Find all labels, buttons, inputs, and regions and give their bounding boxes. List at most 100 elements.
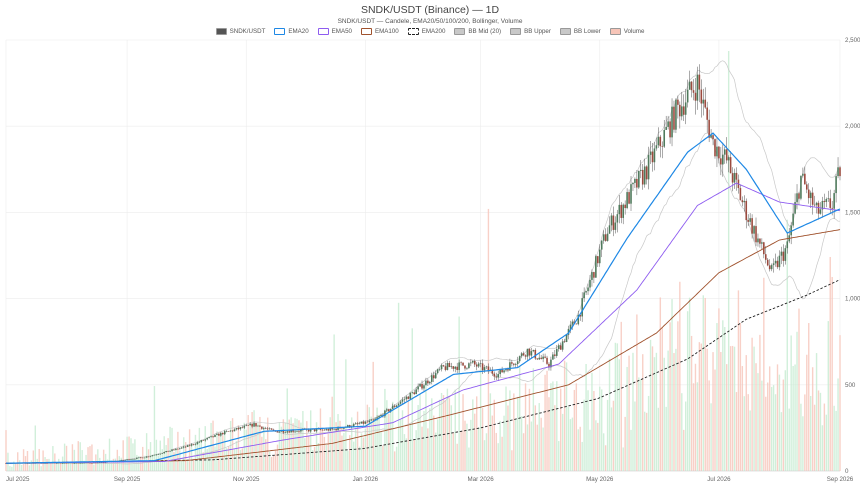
volume-bar (153, 386, 156, 471)
volume-bar (776, 364, 779, 471)
volume-bar (507, 405, 509, 471)
volume-bar (317, 442, 320, 471)
candle-body (362, 421, 365, 424)
candle-body (206, 438, 208, 440)
candle-body (757, 238, 759, 243)
volume-bar (444, 400, 447, 471)
candle-body (171, 449, 173, 451)
candle-body (659, 136, 662, 147)
legend-item[interactable]: Volume (609, 28, 645, 35)
volume-bar (706, 348, 708, 471)
volume-bar (372, 361, 374, 471)
volume-bar (759, 334, 761, 471)
candle-body (329, 428, 332, 431)
volume-bar (657, 407, 660, 471)
volume-bar (22, 449, 25, 471)
volume-bar (40, 466, 42, 471)
volume-bar (763, 277, 765, 471)
volume-bar (386, 400, 388, 471)
volume-bar (821, 425, 824, 471)
candle-body (235, 427, 238, 430)
candle-body (368, 420, 371, 423)
candle-body (739, 188, 742, 201)
candle-body (604, 234, 607, 241)
volume-bar (294, 418, 296, 471)
candle-body (661, 146, 664, 147)
candle-body (794, 202, 796, 214)
volume-bar (726, 364, 728, 471)
candle-body (430, 375, 433, 382)
legend-item[interactable]: EMA50 (317, 28, 352, 35)
y-tick-label: 1,500 (845, 209, 860, 216)
candle-body (348, 425, 351, 428)
candle-body (513, 363, 515, 365)
candle-body (493, 373, 496, 377)
volume-bar (204, 426, 206, 471)
candle-body (227, 431, 230, 432)
volume-bar (774, 394, 777, 471)
volume-bar (257, 423, 259, 471)
candle-body (141, 457, 144, 459)
candle-body (694, 92, 697, 101)
candle-body (450, 366, 453, 368)
candle-body (729, 157, 732, 174)
volume-bar (503, 415, 505, 471)
volume-bar (800, 403, 802, 471)
legend-label: Volume (623, 28, 645, 35)
volume-bar (520, 416, 523, 471)
volume-bar (227, 446, 230, 471)
candle-body (805, 184, 808, 190)
legend-item[interactable]: EMA100 (360, 28, 399, 35)
volume-bar (436, 419, 439, 471)
legend-label: EMA50 (331, 28, 352, 35)
volume-bar (278, 422, 281, 471)
candle-body (612, 215, 615, 230)
legend-swatch (609, 28, 621, 35)
candle-body (706, 107, 708, 120)
legend-item[interactable]: EMA200 (407, 28, 445, 35)
candle-body (55, 463, 58, 464)
ema50-line (6, 182, 841, 464)
candle-body (257, 425, 259, 427)
legend-item[interactable]: BB Upper (510, 28, 551, 35)
candle-body (272, 429, 275, 431)
candle-body (397, 403, 400, 406)
candle-body (309, 429, 312, 432)
candle-body (675, 99, 677, 130)
candle-body (698, 74, 701, 90)
volume-bar (140, 456, 142, 471)
candle-body (784, 248, 787, 261)
volume-bar (528, 388, 531, 471)
candle-body (606, 233, 609, 241)
candle-body (352, 424, 355, 427)
volume-bar (325, 444, 328, 471)
candle-body (122, 459, 124, 461)
candle-body (680, 106, 683, 117)
candle-body (563, 341, 566, 343)
volume-bar (315, 422, 318, 471)
legend-item[interactable]: SNDK/USDT (215, 28, 265, 35)
candle-body (802, 173, 804, 176)
volume-bar (612, 400, 615, 471)
candle-body (741, 200, 744, 203)
candle-body (764, 254, 767, 260)
candle-body (177, 448, 179, 450)
volume-bar (558, 441, 560, 471)
volume-bar (93, 464, 95, 471)
x-tick-label: Mar 2026 (468, 476, 495, 483)
volume-bar (831, 276, 833, 471)
legend-item[interactable]: BB Mid (20) (454, 28, 501, 35)
volume-bar (380, 431, 382, 471)
legend-item[interactable]: EMA20 (274, 28, 309, 35)
volume-bar (145, 433, 148, 471)
volume-bar (173, 452, 175, 471)
candle-body (356, 423, 359, 424)
volume-bar (481, 408, 484, 471)
volume-bar (364, 428, 367, 471)
candle-body (264, 428, 267, 429)
legend-item[interactable]: BB Lower (559, 28, 601, 35)
candle-body (809, 192, 812, 199)
volume-bar (52, 446, 54, 471)
volume-bar (183, 437, 185, 471)
